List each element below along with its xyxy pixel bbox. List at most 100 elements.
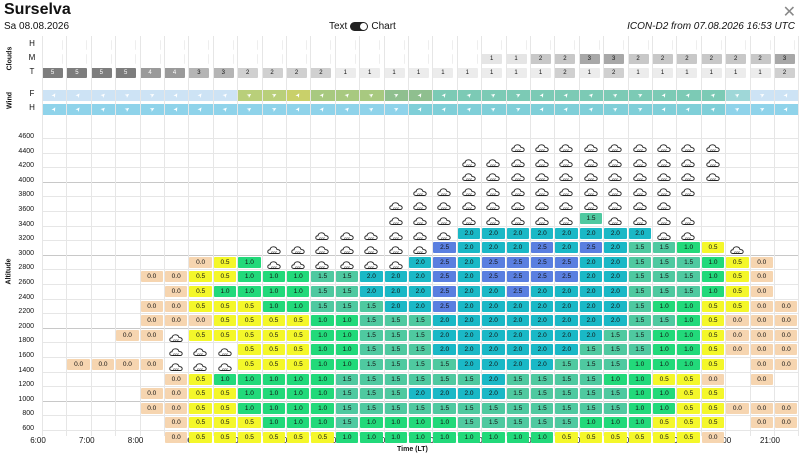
cloud-icon xyxy=(315,257,330,269)
grid-line xyxy=(42,430,799,431)
grid-line xyxy=(42,284,799,285)
thermal-cell: 1.0 xyxy=(653,329,676,341)
grid-line xyxy=(578,36,580,436)
thermal-cell: 1.0 xyxy=(262,388,285,400)
thermal-cell: 0.0 xyxy=(140,300,163,312)
cloud-icon xyxy=(632,184,647,196)
clouds-cell-m xyxy=(432,54,454,64)
thermal-cell: 0.5 xyxy=(189,417,212,429)
thermal-cell: 1.5 xyxy=(409,359,432,370)
thermal-cell: 0.5 xyxy=(604,432,627,443)
grid-line xyxy=(42,152,799,154)
thermal-cell: 0.5 xyxy=(213,388,237,400)
thermal-cell: 1.0 xyxy=(628,417,651,429)
toggle-switch[interactable] xyxy=(350,22,369,31)
wind-arrow-icon: ➤ xyxy=(774,104,799,115)
wind-arrow-icon: ➤ xyxy=(408,104,433,115)
thermal-cell: 1.5 xyxy=(555,373,578,385)
wind-arrow-icon: ➤ xyxy=(749,90,775,101)
thermal-cell: 1.5 xyxy=(677,256,700,268)
wind-arrow-icon: ➤ xyxy=(164,104,189,115)
thermal-cell: 0.5 xyxy=(701,388,725,400)
clouds-cell-t: 1 xyxy=(359,68,381,78)
thermal-cell: 2.0 xyxy=(506,227,529,239)
thermal-cell: 1.5 xyxy=(433,359,456,370)
wind-arrow-icon: ➤ xyxy=(139,104,165,115)
thermal-cell: 1.5 xyxy=(628,300,651,312)
thermal-cell: 0.0 xyxy=(726,315,749,327)
thermal-cell: 1.5 xyxy=(531,373,554,385)
grid-line xyxy=(42,36,43,436)
thermal-cell: 1.0 xyxy=(628,388,651,400)
wind-arrow-icon: ➤ xyxy=(530,90,555,101)
thermal-cell: 1.5 xyxy=(628,286,651,297)
clouds-cell-h xyxy=(579,40,600,50)
thermal-cell: 1.0 xyxy=(604,417,627,429)
grid-line xyxy=(408,36,409,436)
wind-row-label-f: F xyxy=(29,89,35,98)
cloud-icon xyxy=(584,140,598,152)
thermal-cell: 2.0 xyxy=(579,271,603,283)
grid-line xyxy=(481,36,483,436)
y-tick-label: 800 xyxy=(22,410,34,418)
thermal-cell: 0.0 xyxy=(775,315,798,327)
thermal-cell: 1.5 xyxy=(604,359,627,370)
grid-line xyxy=(42,298,799,300)
cloud-icon xyxy=(559,198,574,211)
cloud-icon xyxy=(584,155,598,167)
y-tick-label: 4000 xyxy=(18,176,34,184)
clouds-cell-t: 1 xyxy=(432,68,454,78)
cloud-icon xyxy=(364,257,378,269)
thermal-cell: 0.5 xyxy=(701,344,725,356)
grid-line xyxy=(725,36,727,436)
clouds-cell-h xyxy=(750,40,771,50)
thermal-cell: 1.0 xyxy=(457,432,481,443)
thermal-cell: 1.0 xyxy=(360,417,383,429)
thermal-cell: 2.0 xyxy=(457,227,481,239)
thermal-cell: 1.5 xyxy=(604,329,627,341)
thermal-cell: 0.0 xyxy=(165,286,188,297)
thermal-cell: 0.0 xyxy=(750,417,773,429)
thermal-cell: 2.0 xyxy=(604,286,627,297)
cloud-icon xyxy=(608,155,622,167)
clouds-cell-t: 1 xyxy=(652,68,673,78)
x-axis-title: Time (LT) xyxy=(397,446,428,453)
cloud-icon xyxy=(632,198,647,211)
page-title: Surselva xyxy=(4,1,71,18)
thermal-cell: 0.0 xyxy=(750,402,773,414)
clouds-cell-m xyxy=(213,54,234,64)
cloud-icon xyxy=(535,198,549,211)
thermal-cell: 0.5 xyxy=(701,329,725,341)
wind-section-label: Wind xyxy=(6,91,14,110)
cloud-icon xyxy=(559,169,574,182)
cloud-icon xyxy=(632,169,647,182)
clouds-section-label: Clouds xyxy=(6,46,14,71)
grid-line xyxy=(139,36,141,436)
thermal-cell: 1.0 xyxy=(311,417,334,429)
cloud-icon xyxy=(657,184,671,196)
thermal-cell: 2.0 xyxy=(482,300,505,312)
wind-arrow-icon: ➤ xyxy=(383,104,409,115)
clouds-cell-m: 2 xyxy=(652,54,673,64)
close-icon[interactable]: ✕ xyxy=(782,4,796,21)
thermal-cell: 0.5 xyxy=(701,315,725,327)
thermal-cell: 1.5 xyxy=(555,359,578,370)
thermal-cell: 1.0 xyxy=(677,329,700,341)
grid-line xyxy=(42,138,799,139)
thermal-cell: 1.5 xyxy=(628,344,651,356)
clouds-cell-t: 1 xyxy=(481,68,503,78)
wind-arrow-icon: ➤ xyxy=(188,90,214,101)
thermal-cell: 0.5 xyxy=(701,402,725,414)
view-toggle[interactable]: Text Chart xyxy=(329,21,396,32)
thermal-cell: 1.0 xyxy=(701,256,725,268)
cloud-icon xyxy=(535,140,549,152)
thermal-cell: 1.0 xyxy=(311,388,334,400)
clouds-cell-m xyxy=(384,54,405,64)
clouds-cell-t: 3 xyxy=(188,68,210,78)
cloud-icon xyxy=(388,198,403,211)
clouds-cell-h xyxy=(66,40,88,50)
wind-arrow-icon: ➤ xyxy=(310,104,336,115)
y-tick-label: 1000 xyxy=(18,395,34,403)
cloud-icon xyxy=(706,140,720,152)
clouds-cell-t: 1 xyxy=(408,68,429,78)
